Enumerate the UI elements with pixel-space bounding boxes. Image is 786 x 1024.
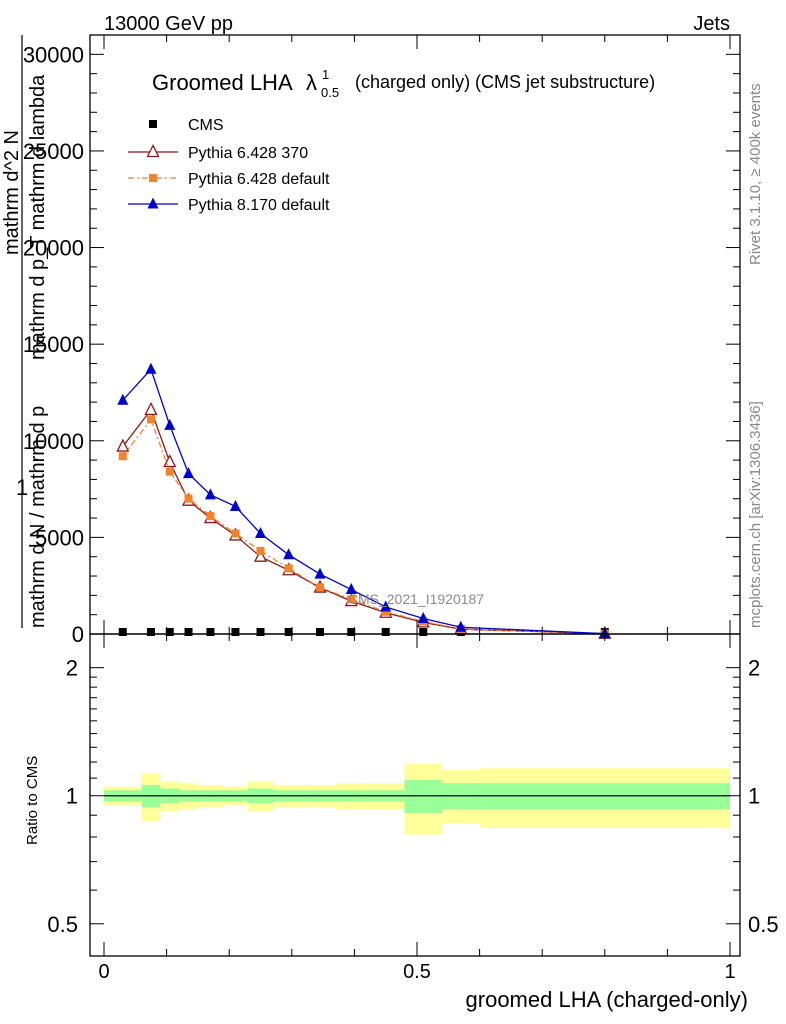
- data-point: [146, 628, 155, 636]
- watermark: CMS_2021_I1920187: [348, 591, 484, 607]
- data-point: [184, 628, 193, 636]
- legend-item: Pythia 6.428 370: [128, 144, 308, 162]
- x-tick-label: 0: [98, 961, 109, 983]
- data-point: [146, 415, 155, 424]
- y-tick-label: 0: [72, 622, 84, 647]
- x-tick-label: 1: [724, 961, 735, 983]
- data-point: [284, 628, 293, 636]
- y-tick-label: 15000: [23, 332, 84, 357]
- data-point: [206, 512, 215, 521]
- data-point: [256, 628, 265, 636]
- ratio-y-tick-label-right: 0.5: [748, 912, 779, 937]
- legend-label: Pythia 6.428 370: [188, 145, 308, 162]
- data-point: [117, 393, 129, 405]
- data-point: [381, 607, 390, 616]
- data-point: [183, 467, 195, 479]
- data-point: [256, 546, 265, 555]
- data-point: [229, 499, 241, 511]
- title-main: Groomed LHA: [152, 70, 293, 95]
- data-point: [345, 583, 357, 595]
- mcplots-label: mcplots.cern.ch [arXiv:1306.3436]: [747, 401, 764, 628]
- chart-title: Groomed LHA λ 1 0.5 (charged only) (CMS …: [152, 67, 655, 100]
- data-point: [118, 452, 127, 461]
- y-tick-label: 25000: [23, 139, 84, 164]
- data-point: [381, 628, 390, 636]
- data-point: [284, 564, 293, 573]
- title-symbol: λ: [306, 70, 317, 95]
- legend-marker: [147, 197, 159, 209]
- legend: CMS Pythia 6.428 370 Pythia 6.428 default P…: [128, 117, 330, 214]
- y-tick-label: 10000: [23, 429, 84, 454]
- legend-item: Pythia 6.428 default: [128, 171, 330, 188]
- data-point: [255, 527, 266, 539]
- legend-marker: [146, 144, 160, 158]
- ylabel-line-3: mathrm d p_T mathrm d lambda: [27, 74, 49, 360]
- legend-label: Pythia 8.170 default: [188, 197, 330, 214]
- legend-marker: [149, 174, 157, 182]
- y-tick-label: 5000: [35, 525, 84, 550]
- data-point: [283, 548, 295, 560]
- series-line: [122, 368, 605, 635]
- ylabel-line-1: mathrm d N / mathrm d p: [27, 406, 49, 628]
- y-tick-label: 20000: [23, 236, 84, 261]
- data-point: [184, 494, 193, 503]
- legend-item: Pythia 8.170 default: [128, 197, 330, 214]
- rivet-label: Rivet 3.1.10, ≥ 400k events: [747, 83, 764, 265]
- ratio-plot-frame: [89, 633, 741, 957]
- data-point: [419, 628, 428, 636]
- data-point: [144, 401, 158, 416]
- legend-item: CMS: [149, 117, 224, 134]
- series-pythia-8-170-default: [117, 362, 611, 639]
- data-point: [347, 628, 356, 636]
- main-ylabel: 1 mathrm d N / mathrm d p mathrm d^2 N m…: [1, 35, 49, 628]
- main-axes: 0 5000 10000 15000 20000 25000 30000: [23, 35, 740, 647]
- data-point: [417, 612, 429, 624]
- ratio-y-tick-label-right: 2: [748, 656, 760, 681]
- x-tick-label: 0.5: [403, 961, 431, 983]
- y-tick-label: 30000: [23, 42, 84, 67]
- xlabel: groomed LHA (charged-only): [466, 987, 748, 1012]
- data-point: [380, 600, 392, 612]
- data-point: [145, 362, 157, 374]
- legend-label: Pythia 6.428 default: [188, 171, 330, 188]
- data-point: [347, 595, 356, 604]
- data-point: [455, 620, 467, 632]
- series-line: [122, 418, 605, 635]
- title-superscript: 1: [322, 67, 329, 82]
- data-point: [231, 529, 240, 538]
- data-point: [163, 454, 177, 468]
- title-subscript: 0.5: [321, 85, 339, 100]
- ratio-band-inner: [404, 779, 443, 814]
- title-rest: (charged only) (CMS jet substructure): [355, 72, 655, 92]
- data-point: [231, 628, 240, 636]
- ratio-axes: 0.5 0.5 1 1 2 2 0 0.5 1: [47, 634, 779, 983]
- data-point: [116, 438, 130, 452]
- ratio-y-tick-label-left: 2: [66, 656, 78, 681]
- data-point: [253, 548, 268, 562]
- data-point: [204, 488, 216, 500]
- legend-label: CMS: [188, 117, 224, 134]
- data-point: [315, 628, 324, 636]
- header-left: 13000 GeV pp: [104, 13, 233, 35]
- data-point: [165, 628, 174, 636]
- ratio-bands: [104, 763, 730, 835]
- data-point: [315, 583, 324, 592]
- data-point: [164, 418, 176, 430]
- data-point: [118, 628, 127, 636]
- data-point: [165, 467, 174, 476]
- data-point: [314, 567, 326, 579]
- legend-marker: [149, 120, 157, 128]
- ratio-y-tick-label-right: 1: [748, 784, 760, 809]
- ratio-ylabel: Ratio to CMS: [24, 756, 41, 845]
- ratio-y-tick-label-left: 0.5: [47, 912, 78, 937]
- data-point: [206, 628, 215, 636]
- ratio-y-tick-label-left: 1: [66, 784, 78, 809]
- ylabel-line-2: mathrm d^2 N: [1, 130, 23, 255]
- header-right: Jets: [693, 13, 730, 35]
